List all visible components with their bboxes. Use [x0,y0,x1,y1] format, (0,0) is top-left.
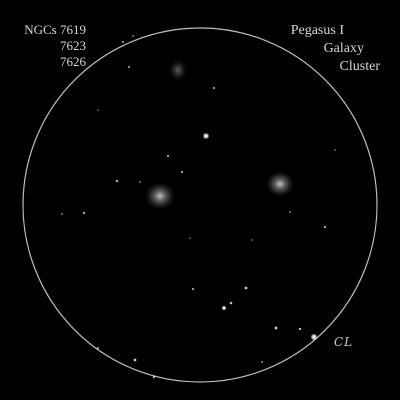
artist-signature: CL [334,335,354,349]
star [274,326,278,330]
star [132,35,134,37]
star [229,301,233,305]
ngc-line-3: 7626 [60,54,86,69]
star [97,109,99,111]
star [310,333,318,341]
star [334,149,336,151]
star [212,86,216,90]
star [82,211,86,215]
star [289,211,291,213]
star [202,132,210,140]
star [298,327,302,331]
star [133,358,137,362]
galaxy-top [168,58,188,82]
star [191,287,195,291]
title-label: Pegasus I Galaxy Cluster [291,22,380,76]
star [152,375,156,379]
star [323,225,327,229]
star [96,346,100,350]
star [61,213,63,215]
title-line-1: Pegasus I [290,23,344,38]
star [139,181,141,183]
star [221,305,227,311]
star [260,360,264,364]
star [189,237,191,239]
galaxy-left [144,181,176,211]
star [251,239,253,241]
star [127,65,131,69]
galaxy-right [265,170,295,198]
ngc-line-2: 7623 [60,38,86,53]
star [115,179,119,183]
star [166,154,170,158]
field-circle [22,27,378,383]
star [244,286,248,290]
ngc-line-1: NGCs 7619 [24,22,86,37]
star [180,170,184,174]
stars [61,35,336,379]
ngc-label: NGCs 7619 7623 7626 [14,22,86,70]
title-line-3: Cluster [339,59,380,74]
title-line-2: Galaxy [323,41,364,56]
star [121,40,125,44]
